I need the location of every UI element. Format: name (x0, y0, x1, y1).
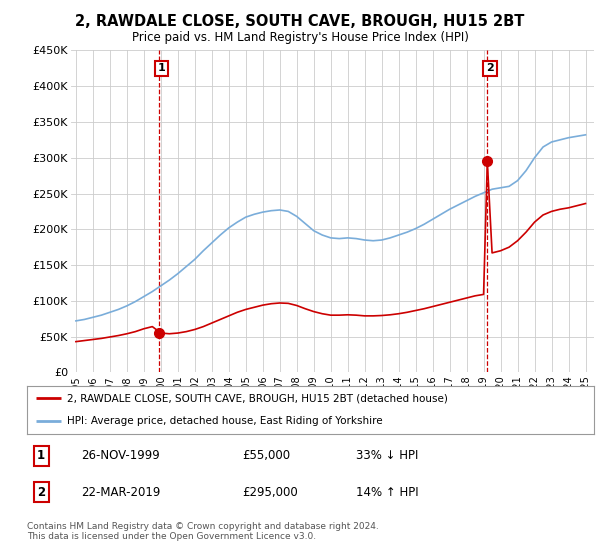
Text: 1: 1 (158, 63, 166, 73)
Text: Contains HM Land Registry data © Crown copyright and database right 2024.
This d: Contains HM Land Registry data © Crown c… (27, 522, 379, 542)
Text: 22-MAR-2019: 22-MAR-2019 (81, 486, 160, 498)
Text: 2, RAWDALE CLOSE, SOUTH CAVE, BROUGH, HU15 2BT: 2, RAWDALE CLOSE, SOUTH CAVE, BROUGH, HU… (76, 14, 524, 29)
Text: HPI: Average price, detached house, East Riding of Yorkshire: HPI: Average price, detached house, East… (67, 416, 382, 426)
Text: 2: 2 (37, 486, 45, 498)
Text: £55,000: £55,000 (242, 449, 290, 462)
Text: 14% ↑ HPI: 14% ↑ HPI (356, 486, 418, 498)
Text: 2, RAWDALE CLOSE, SOUTH CAVE, BROUGH, HU15 2BT (detached house): 2, RAWDALE CLOSE, SOUTH CAVE, BROUGH, HU… (67, 393, 448, 403)
Text: £295,000: £295,000 (242, 486, 298, 498)
Text: 33% ↓ HPI: 33% ↓ HPI (356, 449, 418, 462)
Text: 1: 1 (37, 449, 45, 462)
Text: 2: 2 (486, 63, 494, 73)
Text: 26-NOV-1999: 26-NOV-1999 (81, 449, 160, 462)
Text: Price paid vs. HM Land Registry's House Price Index (HPI): Price paid vs. HM Land Registry's House … (131, 31, 469, 44)
